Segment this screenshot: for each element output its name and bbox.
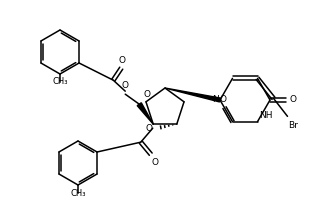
Text: O: O <box>152 158 159 167</box>
Polygon shape <box>137 103 153 124</box>
Text: O: O <box>122 81 129 90</box>
Polygon shape <box>165 88 220 102</box>
Text: CH₃: CH₃ <box>52 78 68 86</box>
Text: NH: NH <box>259 111 273 120</box>
Text: N: N <box>212 95 219 105</box>
Text: O: O <box>143 90 151 99</box>
Text: Br: Br <box>289 121 298 130</box>
Text: O: O <box>146 124 153 133</box>
Text: CH₃: CH₃ <box>70 189 86 197</box>
Text: O: O <box>290 95 297 105</box>
Text: O: O <box>220 95 227 104</box>
Text: O: O <box>119 56 126 65</box>
